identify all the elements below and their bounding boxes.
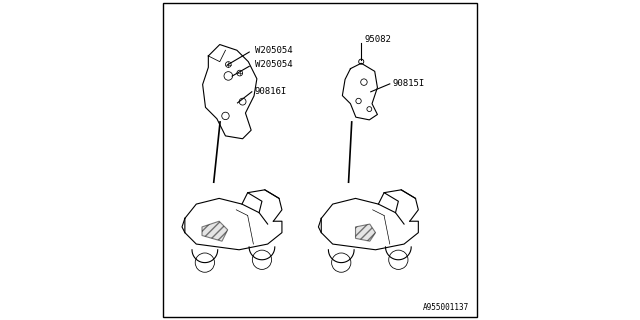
Text: A955001137: A955001137 xyxy=(423,303,469,312)
Text: 95082: 95082 xyxy=(364,35,391,44)
Text: W205054: W205054 xyxy=(255,46,292,55)
Text: 90816I: 90816I xyxy=(255,87,287,96)
Text: W205054: W205054 xyxy=(255,60,292,69)
Polygon shape xyxy=(202,221,228,241)
Polygon shape xyxy=(356,224,376,241)
Text: 90815I: 90815I xyxy=(393,79,425,88)
